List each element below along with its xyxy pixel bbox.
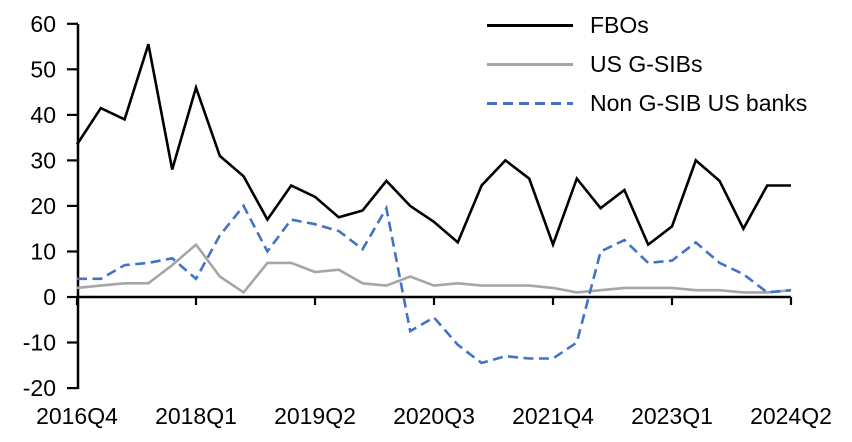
x-tick-label: 2020Q3	[393, 403, 475, 429]
x-tick-label: 2024Q2	[750, 403, 832, 429]
y-tick-label: 0	[43, 284, 56, 310]
series-line-fbos	[75, 43, 791, 249]
legend-item-fbos: FBOs	[487, 6, 807, 45]
y-tick-label: 20	[30, 193, 56, 219]
legend-item-us-g-sibs: US G-SIBs	[487, 45, 807, 84]
x-tick-label: 2016Q4	[36, 403, 118, 429]
legend-line-us-g-sibs	[487, 63, 573, 66]
x-tick-label: 2021Q4	[512, 403, 594, 429]
x-tick-label: 2018Q1	[155, 403, 237, 429]
y-tick-label: 10	[30, 239, 56, 265]
y-tick-label: 40	[30, 102, 56, 128]
y-tick-label: -20	[23, 375, 56, 401]
chart-legend: FBOs US G-SIBs Non G-SIB US banks	[487, 6, 807, 123]
x-tick-label: 2019Q2	[274, 403, 356, 429]
legend-item-non-g-sib-us-banks: Non G-SIB US banks	[487, 84, 807, 123]
legend-label-us-g-sibs: US G-SIBs	[590, 51, 703, 77]
y-tick-label: -10	[23, 330, 56, 356]
legend-label-fbos: FBOs	[590, 12, 649, 38]
y-tick-label: 60	[30, 11, 56, 37]
legend-line-fbos	[487, 24, 573, 27]
x-tick-label: 2023Q1	[631, 403, 713, 429]
y-tick-label: 50	[30, 56, 56, 82]
y-tick-label: 30	[30, 147, 56, 173]
series-line-non-g-sib-us-banks	[77, 203, 792, 365]
series-line-us-g-sibs	[76, 242, 792, 295]
legend-line-non-g-sib-us-banks	[487, 102, 573, 105]
legend-label-non-g-sib-us-banks: Non G-SIB US banks	[590, 90, 808, 116]
